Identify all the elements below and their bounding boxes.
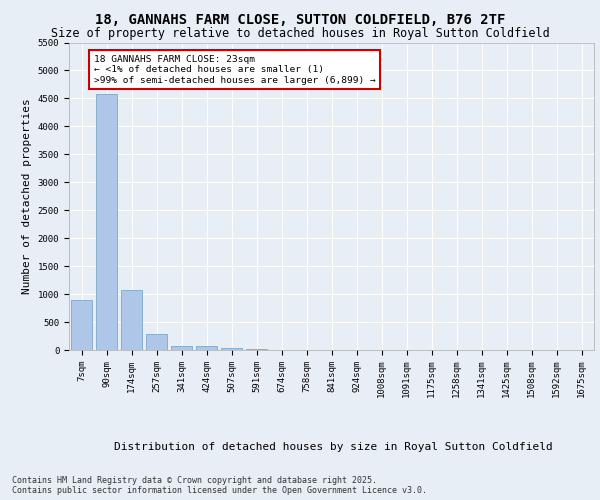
Bar [171, 346, 192, 350]
Bar [146, 334, 167, 350]
Bar [246, 349, 267, 350]
Text: 18 GANNAHS FARM CLOSE: 23sqm
← <1% of detached houses are smaller (1)
>99% of se: 18 GANNAHS FARM CLOSE: 23sqm ← <1% of de… [94, 55, 376, 84]
Bar [196, 346, 217, 350]
Bar [121, 290, 142, 350]
Bar [96, 94, 117, 350]
Bar [221, 348, 242, 350]
Bar [71, 300, 92, 350]
Text: Contains HM Land Registry data © Crown copyright and database right 2025.
Contai: Contains HM Land Registry data © Crown c… [12, 476, 427, 495]
Text: 18, GANNAHS FARM CLOSE, SUTTON COLDFIELD, B76 2TF: 18, GANNAHS FARM CLOSE, SUTTON COLDFIELD… [95, 12, 505, 26]
Text: Distribution of detached houses by size in Royal Sutton Coldfield: Distribution of detached houses by size … [113, 442, 553, 452]
Y-axis label: Number of detached properties: Number of detached properties [22, 98, 32, 294]
Text: Size of property relative to detached houses in Royal Sutton Coldfield: Size of property relative to detached ho… [50, 28, 550, 40]
